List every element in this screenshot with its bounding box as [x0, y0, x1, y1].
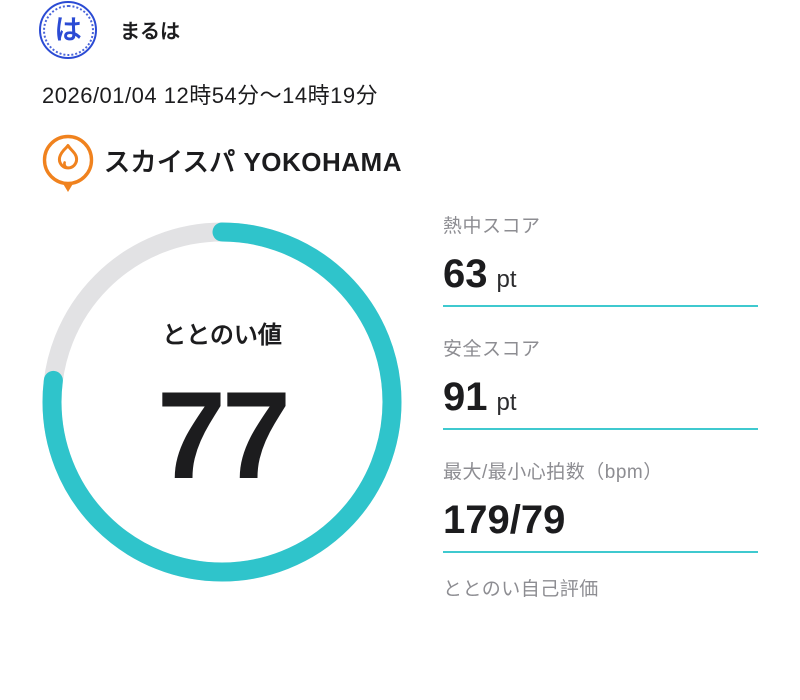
- stat-value: 63: [443, 251, 488, 296]
- gauge-value: 77: [157, 367, 291, 505]
- divider: [443, 551, 758, 553]
- gauge-label: ととのい値: [162, 322, 282, 349]
- session-datetime: 2026/01/04 12時54分～14時19分: [42, 83, 379, 108]
- stat-unit: pt: [496, 265, 517, 293]
- stat-heart-rate: 最大/最小心拍数（bpm） 179/79: [443, 460, 758, 583]
- facility-name: スカイスパ YOKOHAMA: [104, 146, 402, 177]
- totonoi-gauge: ととのい値 77: [42, 222, 402, 582]
- stat-value: 179/79: [443, 497, 566, 542]
- gauge-arc: [42, 222, 402, 582]
- divider: [443, 428, 758, 430]
- stat-label: 熱中スコア: [443, 216, 541, 237]
- sauna-flame-pin-icon: [42, 134, 94, 192]
- stat-label: 最大/最小心拍数（bpm）: [443, 462, 663, 483]
- stat-self-rating: ととのい自己評価: [443, 577, 758, 700]
- stat-safety-score: 安全スコア 91 pt: [443, 337, 758, 460]
- facility-row[interactable]: スカイスパ YOKOHAMA: [40, 132, 402, 194]
- stat-label: ととのい自己評価: [443, 579, 599, 600]
- stat-label: 安全スコア: [443, 339, 541, 360]
- stat-unit: pt: [496, 388, 517, 416]
- username: まるは: [120, 21, 180, 43]
- gauge-ring: [42, 222, 402, 582]
- stat-value: 91: [443, 374, 488, 419]
- user-avatar[interactable]: は: [39, 1, 97, 59]
- stat-heat-score: 熱中スコア 63 pt: [443, 214, 758, 337]
- avatar-initial: は: [54, 14, 82, 45]
- divider: [443, 305, 758, 307]
